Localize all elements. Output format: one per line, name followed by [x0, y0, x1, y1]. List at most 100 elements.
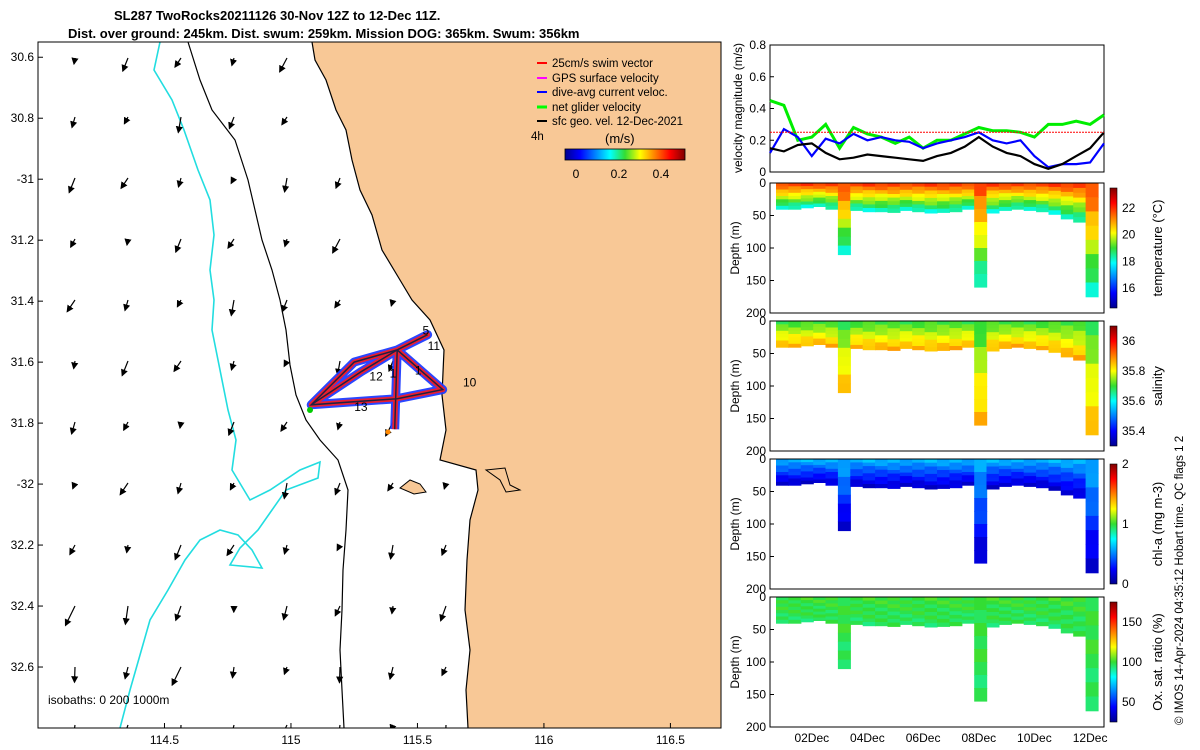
section-cell	[1060, 200, 1074, 206]
section-cell	[1048, 332, 1062, 338]
section-cell	[776, 478, 789, 483]
geo-velocity-arrow	[442, 482, 450, 490]
section-cell	[837, 521, 851, 532]
geo-velocity-arrow	[71, 360, 79, 370]
svg-text:sfc geo. vel. 12-Dec-2021: sfc geo. vel. 12-Dec-2021	[552, 116, 683, 128]
section-cell	[850, 206, 864, 211]
section-cell	[862, 473, 876, 478]
section-cell	[837, 485, 851, 496]
section-cell	[776, 199, 789, 204]
section-cell	[850, 472, 864, 477]
section-cell	[1060, 191, 1074, 197]
section-cell	[887, 186, 901, 191]
section-cell	[800, 609, 814, 614]
section-cell	[924, 615, 938, 620]
section-cell	[788, 481, 802, 486]
section-cell	[1085, 197, 1099, 212]
section-colorbar	[1109, 463, 1118, 585]
section-cell	[1011, 343, 1025, 348]
section-cell	[1085, 611, 1099, 626]
section-cell	[1085, 268, 1099, 284]
section-cell	[1048, 612, 1062, 618]
section-cell	[788, 199, 802, 204]
section-cell	[937, 459, 950, 464]
section-cell	[813, 470, 827, 475]
section-cell	[1048, 344, 1062, 349]
geo-velocity-arrow	[174, 57, 182, 68]
section-cell	[961, 472, 975, 476]
waypoint-label: 13	[354, 400, 368, 414]
section-cell	[1060, 352, 1074, 358]
geo-velocity-arrow	[176, 177, 184, 188]
section-cell	[899, 189, 913, 194]
section-cell	[850, 200, 864, 205]
section-cell	[1085, 530, 1099, 545]
waypoint-label: 12	[369, 369, 383, 383]
time-tick-label: 06Dec	[906, 731, 941, 745]
section-cell	[1060, 476, 1074, 482]
section-cell	[1048, 340, 1062, 345]
waypoint-label: 10	[463, 376, 477, 390]
section-cell	[875, 597, 889, 602]
geo-velocity-arrow	[229, 666, 237, 679]
section-cell	[1073, 207, 1087, 213]
geo-velocity-arrow	[124, 238, 132, 247]
section-cell	[837, 383, 851, 394]
section-cell	[1036, 473, 1050, 478]
colorbar-tick-label: 20	[1122, 228, 1136, 242]
map-y-tick-label: -31	[17, 172, 35, 186]
section-cell	[1023, 620, 1037, 625]
section-cell	[862, 618, 876, 623]
section-cell	[1036, 459, 1050, 464]
section-cell	[788, 597, 802, 601]
section-cell	[875, 462, 889, 467]
section-cell	[887, 328, 901, 333]
section-cell	[850, 597, 864, 601]
section-cell	[788, 330, 802, 335]
section-cell	[800, 342, 814, 347]
colorbar-tick-label: 0	[1122, 577, 1129, 591]
section-cell	[776, 192, 789, 197]
section-cell	[862, 190, 876, 195]
section-cell	[887, 618, 901, 624]
section-cell	[924, 597, 938, 602]
section-panel-chl-a: 0 50 100 150 200 Depth (m) 2 1 0 chl-a (mg m-3)	[728, 452, 1165, 596]
section-cell	[862, 321, 876, 326]
section-cell	[961, 465, 975, 470]
section-cell	[998, 324, 1012, 329]
time-tick-label: 12Dec	[1073, 731, 1108, 745]
section-cell	[986, 201, 1000, 206]
section-cell	[961, 613, 975, 618]
section-cell	[998, 193, 1012, 198]
colorbar-label: salinity	[1150, 366, 1165, 406]
section-cell	[887, 484, 901, 489]
section-cell	[788, 472, 802, 476]
section-cell	[937, 484, 950, 489]
depth-tick-label: 150	[746, 550, 766, 564]
section-cell	[776, 610, 789, 614]
section-cell	[998, 614, 1012, 619]
section-cell	[949, 186, 963, 191]
section-cell	[1011, 606, 1025, 611]
geo-velocity-arrow	[226, 544, 235, 557]
geo-velocity-arrow	[121, 360, 129, 377]
section-cell	[813, 479, 827, 483]
map-frame	[37, 41, 722, 729]
section-cell	[776, 202, 789, 207]
section-cell	[1011, 603, 1025, 608]
section-cell	[837, 191, 851, 202]
section-cell	[974, 183, 988, 197]
section-cell	[850, 321, 864, 325]
section-cell	[1073, 459, 1087, 465]
section-cell	[1073, 335, 1087, 342]
section-cell	[850, 341, 864, 346]
section-cell	[1060, 485, 1074, 491]
depth-tick-label: 200	[746, 444, 766, 458]
section-cell	[1073, 325, 1087, 332]
section-cell	[961, 199, 975, 204]
section-cell	[850, 183, 864, 187]
section-cell	[1048, 470, 1062, 476]
section-cell	[937, 183, 950, 188]
geo-velocity-arrow	[124, 544, 132, 554]
section-cell	[986, 481, 1000, 486]
